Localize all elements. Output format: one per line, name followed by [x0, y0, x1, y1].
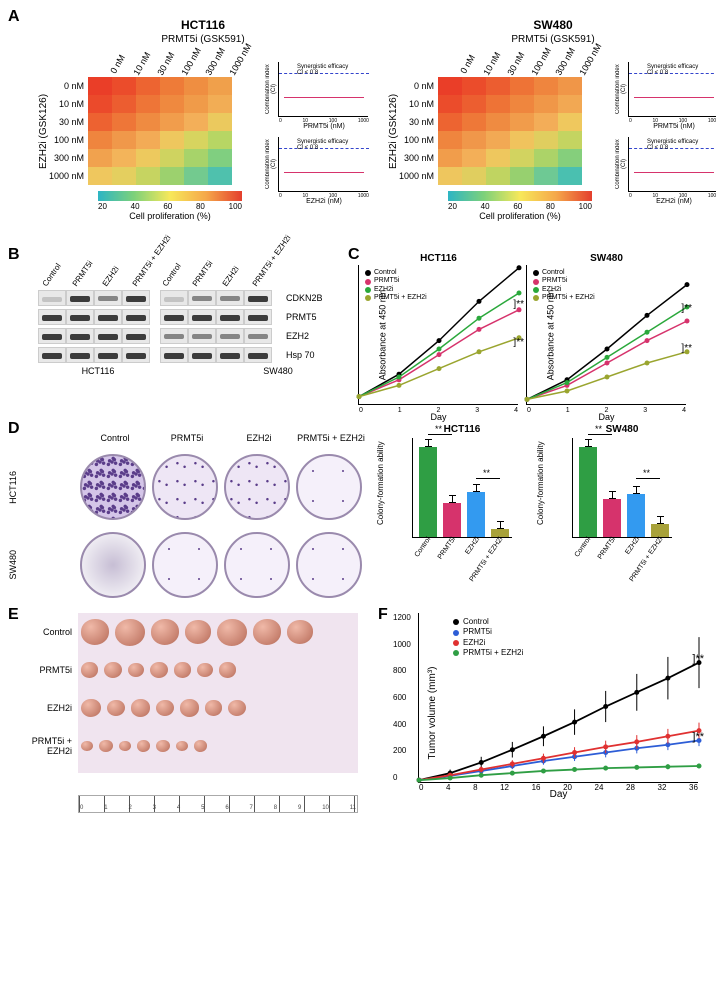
colorbar — [98, 191, 242, 201]
colorbar-ticks: 20406080100 — [448, 202, 592, 211]
sig-marker: ]** — [681, 343, 692, 354]
ci-threshold-text: Synergistic efficacyCI < 0.8 — [647, 139, 698, 151]
ci-curve — [634, 97, 714, 117]
ci-ylabel: Combination index (CI) — [615, 137, 627, 192]
sig-marker: ]** — [692, 653, 704, 665]
colorbar-label: Cell proliferation (%) — [448, 211, 592, 221]
ci-threshold-text: Synergistic efficacyCI < 0.8 — [297, 139, 348, 151]
ci-curve — [284, 172, 364, 192]
heatmap-hct116 — [88, 77, 232, 185]
ci-xlabel: EZH2i (nM) — [629, 198, 716, 205]
ci-ylabel: Combination index (CI) — [615, 62, 627, 117]
heatmap-sw480 — [438, 77, 582, 185]
panel-d: ControlPRMT5iEZH2iPRMT5i + EZH2iHCT116SW… — [8, 428, 708, 603]
colony-wells: ControlPRMT5iEZH2iPRMT5i + EZH2iHCT116SW… — [8, 428, 366, 603]
drug-label-prmt5i: PRMT5i (GSK591) — [388, 34, 716, 45]
ci-xlabel: PRMT5i (nM) — [279, 123, 369, 130]
ci-ylabel: Combination index (CI) — [265, 62, 277, 117]
ci-plots-hct116: Combination index (CI) Synergistic effic… — [278, 62, 368, 212]
drug-label-prmt5i: PRMT5i (GSK591) — [38, 34, 368, 45]
panel-e: ControlPRMT5iEZH2iPRMT5i + EZH2i 0123456… — [8, 613, 368, 813]
panel-b: ControlPRMT5iEZH2iPRMT5i + EZH2iControlP… — [8, 253, 328, 418]
colorbar — [448, 191, 592, 201]
colorbar-label: Cell proliferation (%) — [98, 211, 242, 221]
sig-marker: ]** — [513, 299, 524, 310]
wb-condition-labels: ControlPRMT5iEZH2iPRMT5i + EZH2iControlP… — [48, 253, 328, 288]
ci-plots-sw480: Combination index (CI) Synergistic effic… — [628, 62, 716, 212]
plot-title: SW480 — [527, 253, 686, 264]
plot-title: HCT116 — [412, 424, 512, 435]
panel-label-F: F — [378, 606, 388, 624]
plot-title: SW480 — [572, 424, 672, 435]
panel-f: Tumor volume (mm³) ControlPRMT5iEZH2iPRM… — [388, 613, 708, 813]
panelA-hct116: HCT116 PRMT5i (GSK591) 0 nM10 nM30 nM100… — [38, 18, 368, 221]
growth-plot-hct116: HCT116 Absorbance at 450 nm Day ControlP… — [358, 265, 518, 405]
wb-cell-sw480: SW480 — [228, 366, 328, 376]
ruler-numbers: 01234567891011 — [78, 805, 358, 811]
tumor-rows: ControlPRMT5iEZH2iPRMT5i + EZH2i — [8, 613, 368, 765]
ci-xlabel: EZH2i (nM) — [279, 198, 369, 205]
ci-threshold-text: Synergistic efficacyCI < 0.8 — [647, 64, 698, 76]
colony-bars-hct116: HCT116 Colony-formation ability ControlP… — [376, 428, 526, 578]
ci-curve — [634, 172, 714, 192]
panelA-sw480: SW480 PRMT5i (GSK591) 0 nM10 nM30 nM100 … — [388, 18, 716, 221]
conc-row-y: 0 nM10 nM30 nM100 nM300 nM1000 nM — [399, 77, 438, 185]
drug-label-ezh2i: EZH2i (GSK126) — [388, 77, 399, 185]
western-blot: CDKN2BPRMT5EZH2Hsp 70 — [8, 290, 328, 363]
plot-title: HCT116 — [359, 253, 518, 264]
cell-title-hct116: HCT116 — [38, 18, 368, 32]
ci-xlabel: PRMT5i (nM) — [629, 123, 716, 130]
conc-row-y: 0 nM10 nM30 nM100 nM300 nM1000 nM — [49, 77, 88, 185]
panel-a: HCT116 PRMT5i (GSK591) 0 nM10 nM30 nM100… — [8, 8, 708, 238]
plot-xlabel: Day — [419, 789, 698, 800]
sig-marker: ]** — [681, 303, 692, 314]
ci-curve — [284, 97, 364, 117]
sig-marker: ]** — [513, 337, 524, 348]
drug-label-ezh2i: EZH2i (GSK126) — [38, 77, 49, 185]
tumor-volume-plot: ControlPRMT5iEZH2iPRMT5i + EZH2i 0481216… — [418, 613, 698, 783]
growth-plot-sw480: SW480 Absorbance at 450 nm Day ControlPR… — [526, 265, 686, 405]
ci-ylabel: Combination index (CI) — [265, 137, 277, 192]
plot-yticks: 020040060080010001200 — [393, 613, 411, 782]
panel-c: HCT116 Absorbance at 450 nm Day ControlP… — [358, 253, 708, 405]
colony-bars-sw480: SW480 Colony-formation ability ControlPR… — [536, 428, 686, 578]
colorbar-ticks: 20406080100 — [98, 202, 242, 211]
cell-title-sw480: SW480 — [388, 18, 716, 32]
plot-ylabel: Colony-formation ability — [536, 428, 545, 538]
ci-threshold-text: Synergistic efficacyCI < 0.8 — [297, 64, 348, 76]
sig-marker: ]** — [692, 731, 704, 743]
plot-ylabel: Colony-formation ability — [376, 428, 385, 538]
wb-cell-hct116: HCT116 — [48, 366, 148, 376]
